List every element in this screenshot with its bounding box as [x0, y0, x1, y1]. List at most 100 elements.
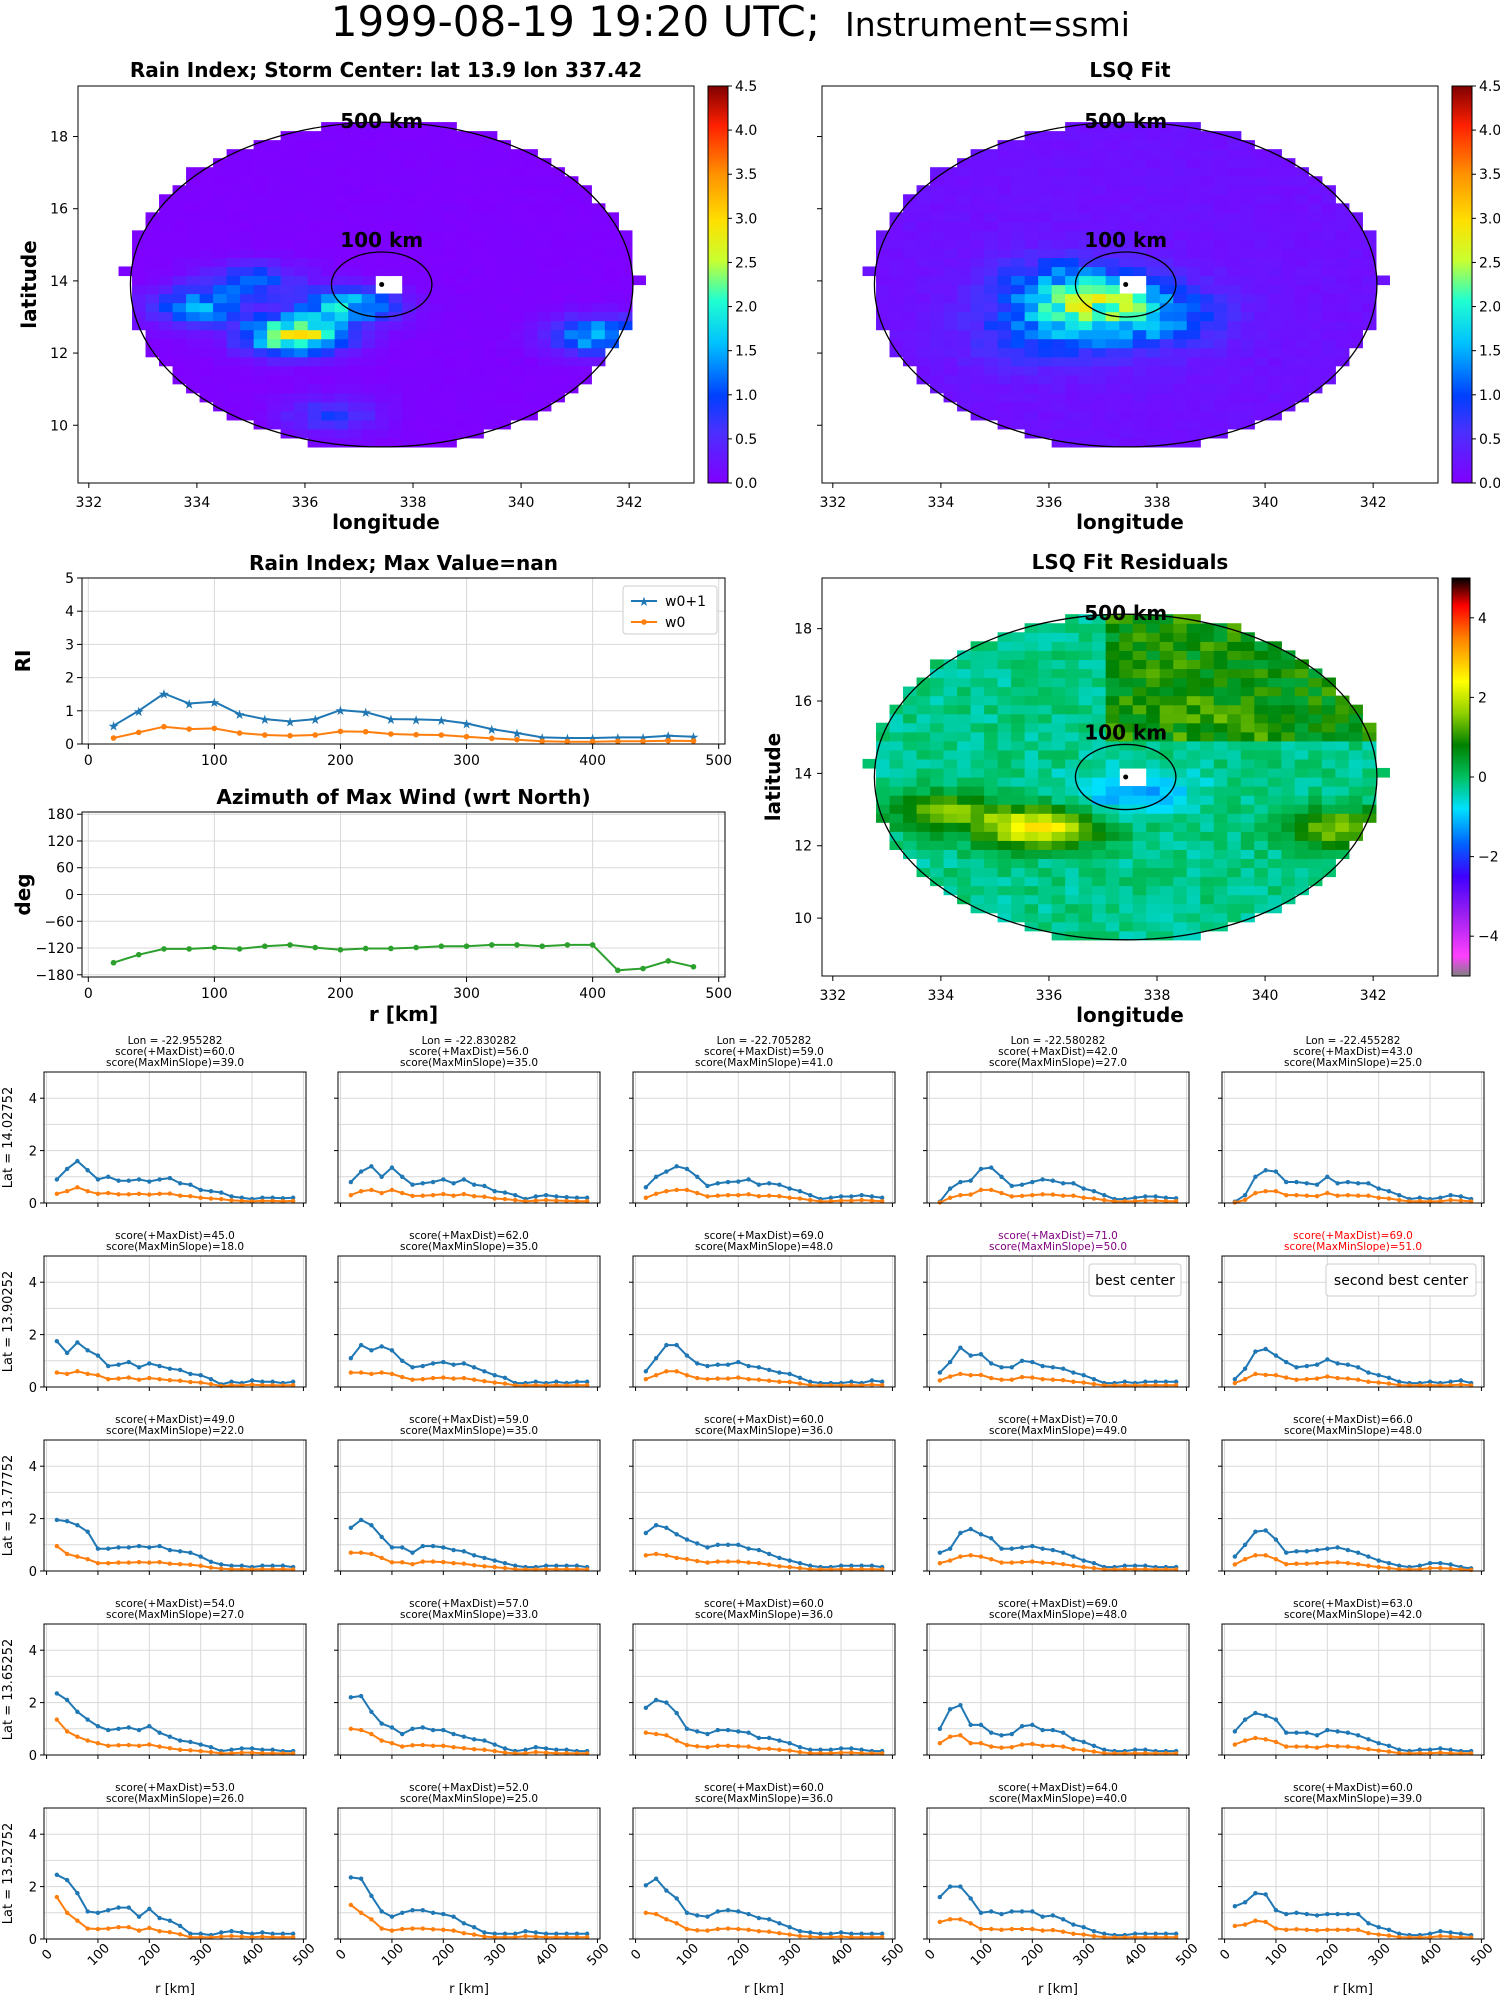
candidate-panel: score(MaxMinSlope)=22.0score(+MaxDist)=4…: [1, 1414, 307, 1580]
y-tick-label: 4: [29, 1644, 37, 1659]
y-tick-label: −120: [36, 941, 74, 957]
map-cell: [1281, 203, 1296, 213]
series-point: [157, 1177, 162, 1182]
map-cell: [253, 176, 268, 186]
map-cell: [172, 203, 187, 213]
map-cell: [1173, 740, 1188, 751]
series-point: [674, 1164, 679, 1169]
map-cell: [186, 302, 201, 313]
series-point: [249, 1378, 255, 1383]
map-cell: [1105, 876, 1120, 887]
map-cell: [997, 912, 1012, 923]
map-cell: [537, 176, 552, 186]
map-cell: [1146, 383, 1161, 394]
map-cell: [984, 392, 999, 403]
map-cell: [280, 158, 295, 168]
map-cell: [294, 275, 309, 286]
map-cell: [1038, 329, 1053, 340]
map-cell: [1024, 677, 1039, 688]
series-point: [777, 1379, 782, 1384]
map-cell: [496, 284, 511, 295]
map-cell: [970, 230, 985, 240]
map-cell: [1038, 275, 1053, 286]
map-cell: [186, 257, 201, 268]
map-cell: [1105, 650, 1120, 661]
map-cell: [280, 221, 295, 231]
map-cell: [1213, 167, 1228, 177]
map-cell: [1011, 813, 1026, 823]
map-cell: [1146, 275, 1161, 286]
map-cell: [1105, 347, 1120, 358]
series-point: [937, 1726, 943, 1732]
map-cell: [280, 293, 295, 304]
map-cell: [537, 158, 552, 168]
map-cell: [1105, 903, 1120, 914]
map-cell: [1227, 320, 1242, 331]
series-point: [1060, 1550, 1066, 1555]
map-cell: [1362, 302, 1377, 313]
map-cell: [375, 374, 390, 385]
map-cell: [1294, 849, 1309, 860]
map-cell: [469, 338, 484, 349]
map-cell: [1227, 767, 1242, 778]
map-cell: [1011, 912, 1026, 923]
map-cell: [172, 311, 187, 322]
map-cell: [1335, 767, 1350, 778]
map-cell: [375, 437, 390, 448]
map-cell: [1281, 284, 1296, 295]
map-cell: [523, 392, 538, 403]
series-point: [947, 1734, 953, 1739]
map-cell: [199, 356, 214, 367]
map-cell: [957, 885, 972, 896]
map-cell: [1294, 176, 1309, 186]
map-cell: [1092, 813, 1107, 823]
map-cell: [1051, 203, 1066, 213]
map-cell: [1159, 840, 1174, 850]
map-cell: [1132, 894, 1147, 905]
map-cell: [496, 140, 511, 150]
map-cell: [997, 894, 1012, 905]
map-cell: [1173, 677, 1188, 688]
x-tick-label: 342: [616, 495, 643, 511]
series-point: [147, 1723, 152, 1729]
series-point: [1153, 1379, 1158, 1384]
map-cell: [348, 365, 363, 376]
colorbar: [1451, 85, 1473, 484]
map-cell: [1173, 185, 1188, 195]
map-cell: [294, 311, 309, 322]
map-cell: [442, 428, 457, 439]
map-cell: [970, 804, 985, 814]
map-cell: [1186, 849, 1201, 860]
y-tick-label: 2: [29, 1513, 37, 1528]
map-cell: [375, 338, 390, 349]
map-cell: [294, 302, 309, 313]
series-point: [502, 1375, 508, 1381]
series-point: [978, 1187, 984, 1193]
series-point: [106, 1363, 111, 1369]
score-maxdist: score(+MaxDist)=69.0: [1293, 1230, 1413, 1242]
map-cell: [1267, 374, 1282, 385]
series-point: [574, 1563, 580, 1568]
map-cell: [1240, 885, 1255, 896]
series-point: [64, 1697, 70, 1703]
series-point: [236, 730, 243, 736]
map-cell: [226, 239, 241, 250]
map-cell: [1065, 623, 1080, 633]
map-cell: [1065, 149, 1080, 159]
map-cell: [1132, 831, 1147, 841]
series-point: [736, 1192, 741, 1198]
map-cell: [997, 668, 1012, 679]
map-cell: [1173, 230, 1188, 240]
series-point: [1040, 1560, 1045, 1565]
map-cell: [510, 257, 525, 268]
map-cell: [294, 293, 309, 304]
series-point: [1030, 1375, 1035, 1380]
map-cell: [510, 347, 525, 358]
map-cell: [1038, 894, 1053, 905]
map-cell: [1078, 758, 1093, 769]
map-cell: [1240, 356, 1255, 367]
map-cell: [1051, 131, 1066, 141]
map-cell: [1213, 659, 1228, 670]
map-cell: [1321, 338, 1336, 349]
map-cell: [510, 248, 525, 259]
